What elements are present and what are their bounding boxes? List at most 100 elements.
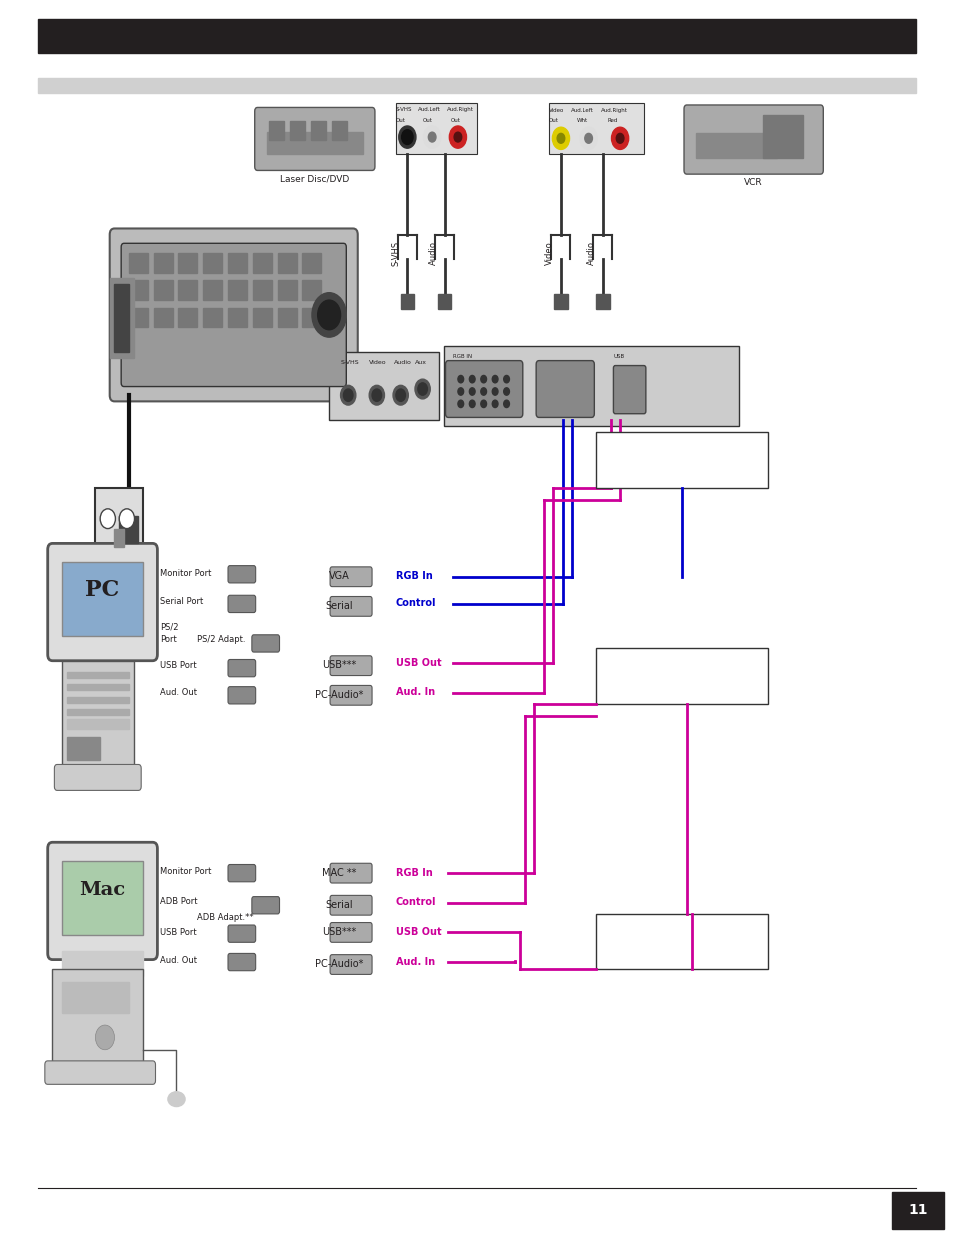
FancyBboxPatch shape	[330, 567, 372, 587]
FancyBboxPatch shape	[228, 659, 255, 677]
Text: Aux: Aux	[415, 361, 427, 366]
Bar	[67, 684, 129, 690]
Bar	[228, 253, 247, 273]
FancyBboxPatch shape	[252, 897, 279, 914]
Bar	[67, 672, 129, 678]
Bar	[62, 982, 129, 1013]
Text: Audio: Audio	[394, 361, 412, 366]
FancyBboxPatch shape	[228, 953, 255, 971]
Text: S-VHS: S-VHS	[395, 107, 412, 112]
FancyBboxPatch shape	[330, 863, 372, 883]
Text: 11: 11	[907, 1203, 927, 1218]
Bar	[554, 294, 567, 309]
FancyBboxPatch shape	[330, 656, 372, 676]
Text: S-VHS: S-VHS	[340, 361, 359, 366]
Bar	[696, 133, 776, 158]
Text: VGA: VGA	[329, 572, 350, 582]
Circle shape	[584, 133, 592, 143]
Text: VCR: VCR	[743, 178, 762, 188]
Text: Audio: Audio	[428, 241, 437, 266]
Bar	[129, 308, 148, 327]
Bar	[443, 346, 739, 426]
Circle shape	[469, 400, 475, 408]
Circle shape	[480, 400, 486, 408]
Text: Aud.Left: Aud.Left	[417, 107, 440, 112]
Text: RGB In: RGB In	[395, 572, 433, 582]
Text: Serial: Serial	[326, 900, 353, 910]
Circle shape	[428, 132, 436, 142]
Circle shape	[340, 385, 355, 405]
FancyBboxPatch shape	[54, 764, 141, 790]
Bar	[38, 19, 915, 53]
Text: Aud.Right: Aud.Right	[446, 107, 473, 112]
Circle shape	[417, 383, 427, 395]
Bar	[153, 308, 172, 327]
Circle shape	[343, 389, 353, 401]
Text: Wht: Wht	[577, 119, 588, 124]
Bar	[62, 562, 143, 636]
Bar	[302, 308, 321, 327]
Bar	[891, 1192, 943, 1229]
Bar	[762, 115, 802, 158]
Circle shape	[552, 127, 569, 149]
Text: Out: Out	[451, 119, 460, 124]
Circle shape	[457, 400, 463, 408]
Text: Serial: Serial	[326, 601, 353, 611]
Text: Red: Red	[607, 119, 618, 124]
Bar	[67, 737, 100, 760]
FancyBboxPatch shape	[228, 864, 255, 882]
Text: Aud. Out: Aud. Out	[160, 956, 197, 966]
Circle shape	[557, 133, 564, 143]
Bar	[302, 253, 321, 273]
Text: MAC **: MAC **	[322, 868, 356, 878]
Text: USB Out: USB Out	[395, 658, 441, 668]
Circle shape	[616, 133, 623, 143]
Text: Out: Out	[422, 119, 432, 124]
Circle shape	[395, 389, 405, 401]
Bar	[114, 529, 124, 547]
Bar	[596, 294, 609, 309]
Circle shape	[579, 127, 597, 149]
Bar	[178, 280, 197, 300]
Text: Aud. In: Aud. In	[395, 957, 435, 967]
Circle shape	[454, 132, 461, 142]
Circle shape	[469, 388, 475, 395]
FancyBboxPatch shape	[228, 595, 255, 613]
Bar	[302, 280, 321, 300]
Bar	[129, 253, 148, 273]
Circle shape	[401, 130, 413, 144]
Text: Video: Video	[369, 361, 386, 366]
Bar	[277, 308, 296, 327]
Bar	[153, 253, 172, 273]
Circle shape	[119, 509, 134, 529]
Bar	[253, 280, 272, 300]
Circle shape	[611, 127, 628, 149]
Text: PS/2 Adapt.: PS/2 Adapt.	[196, 635, 245, 645]
Text: Aud. In: Aud. In	[395, 688, 435, 698]
Bar	[203, 308, 222, 327]
FancyBboxPatch shape	[536, 361, 594, 417]
Bar	[67, 697, 129, 703]
FancyBboxPatch shape	[613, 366, 645, 414]
Bar	[52, 969, 143, 1062]
Bar	[67, 709, 129, 715]
Text: USB***: USB***	[322, 927, 356, 937]
Bar	[311, 121, 326, 140]
Circle shape	[503, 375, 509, 383]
Bar	[253, 308, 272, 327]
Bar	[119, 516, 138, 543]
Text: Aud.Right: Aud.Right	[600, 109, 627, 114]
FancyBboxPatch shape	[48, 543, 157, 661]
Text: Port: Port	[160, 635, 177, 645]
Text: Laser Disc/DVD: Laser Disc/DVD	[280, 174, 349, 184]
Text: RGB IN: RGB IN	[453, 354, 472, 359]
Bar	[400, 294, 414, 309]
FancyBboxPatch shape	[228, 566, 255, 583]
Bar	[329, 352, 438, 420]
Bar	[62, 951, 143, 976]
Circle shape	[480, 388, 486, 395]
Text: ADB Adapt.**: ADB Adapt.**	[196, 913, 253, 923]
Circle shape	[423, 126, 440, 148]
Circle shape	[95, 1025, 114, 1050]
Text: USB Port: USB Port	[160, 927, 196, 937]
